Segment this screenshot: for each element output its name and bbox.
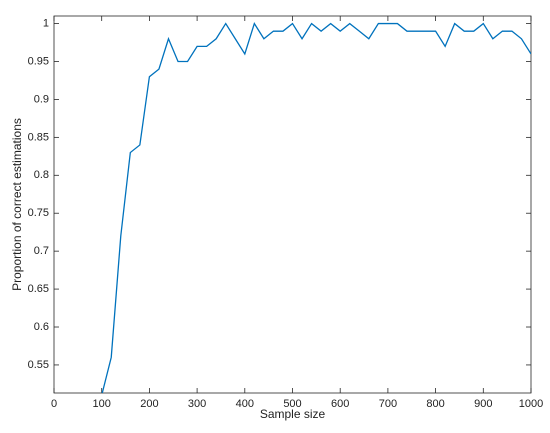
- data-line: [101, 22, 531, 393]
- y-tick-label: 1: [43, 17, 49, 29]
- x-tick-label: 0: [51, 398, 57, 410]
- x-axis-label: Sample size: [260, 407, 326, 421]
- y-tick-label: 0.55: [28, 359, 49, 371]
- y-tick-label: 0.65: [28, 283, 49, 295]
- x-tick-label: 700: [379, 398, 397, 410]
- x-tick-label: 200: [140, 398, 158, 410]
- y-tick-label: 0.9: [34, 93, 49, 105]
- plot-frame: [53, 15, 532, 394]
- y-tick-label: 0.95: [28, 55, 49, 67]
- y-tick-label: 0.85: [28, 131, 49, 143]
- x-tick-label: 900: [474, 398, 492, 410]
- y-tick-label: 0.6: [34, 321, 49, 333]
- x-tick-label: 1000: [519, 398, 543, 410]
- y-tick-label: 0.7: [34, 245, 49, 257]
- y-axis-label: Proportion of correct estimations: [10, 118, 24, 291]
- x-tick-label: 400: [236, 398, 254, 410]
- y-tick-label: 0.75: [28, 207, 49, 219]
- x-tick-label: 600: [331, 398, 349, 410]
- y-tick-label: 0.8: [34, 169, 49, 181]
- x-tick-label: 100: [93, 398, 111, 410]
- x-tick-label: 500: [283, 398, 301, 410]
- x-tick-label: 800: [426, 398, 444, 410]
- x-tick-label: 300: [188, 398, 206, 410]
